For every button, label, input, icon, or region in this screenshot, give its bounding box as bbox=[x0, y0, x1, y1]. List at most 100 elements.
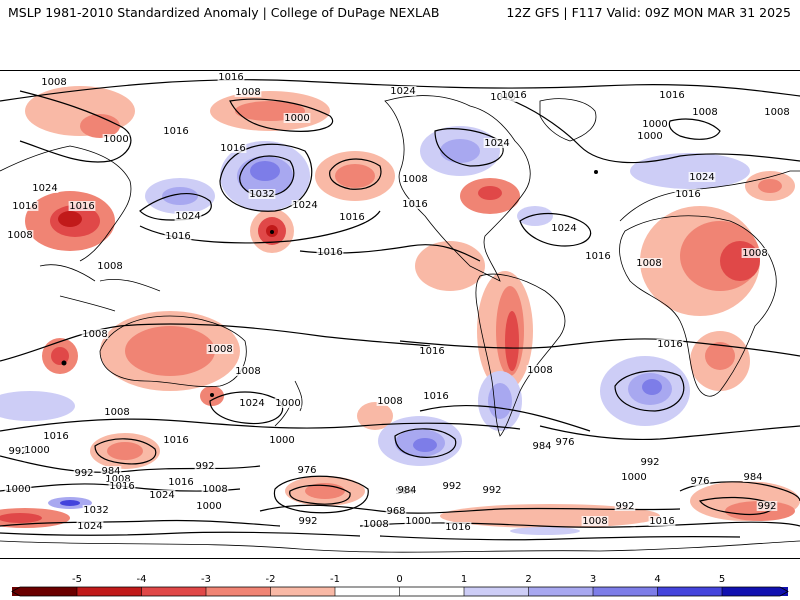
isobar-label-bg bbox=[42, 431, 70, 441]
isobar-label-bg bbox=[167, 477, 195, 487]
isobar-label-bg bbox=[362, 519, 390, 529]
isobar-label-bg bbox=[297, 516, 319, 526]
coastline-south-america bbox=[475, 273, 566, 437]
coastline-eurasia bbox=[0, 145, 800, 262]
isobar-label-bg bbox=[148, 490, 176, 500]
isobar-label: 1008 bbox=[764, 107, 789, 118]
isobar-label-bg bbox=[82, 505, 110, 515]
anomaly-region bbox=[510, 527, 580, 535]
isobar-label-bg bbox=[741, 248, 769, 258]
isobar-label: 976 bbox=[690, 476, 709, 487]
colorbar-tick-label: 0 bbox=[396, 574, 402, 585]
isobar-label: 1016 bbox=[585, 251, 610, 262]
isobar-label-bg bbox=[641, 119, 669, 129]
colorbar-swatch bbox=[335, 587, 400, 596]
colorbar-swatch bbox=[464, 587, 529, 596]
isobar-label-bg bbox=[441, 481, 463, 491]
anomaly-region bbox=[630, 153, 750, 189]
isobar-label-bg bbox=[4, 484, 32, 494]
isobar-label-bg bbox=[648, 516, 676, 526]
isobar-label: 984 bbox=[397, 485, 416, 496]
isobar-label-bg bbox=[238, 398, 266, 408]
isobar-label: 1008 bbox=[235, 87, 260, 98]
isobar-label-bg bbox=[389, 86, 417, 96]
isobar-label-bg bbox=[174, 211, 202, 221]
isobar-label-bg bbox=[550, 223, 578, 233]
isobar-label: 1000 bbox=[405, 516, 430, 527]
isobar-label-bg bbox=[234, 366, 262, 376]
isobar-label-bg bbox=[81, 329, 109, 339]
isobar-1016 bbox=[0, 519, 281, 527]
isobar-label: 976 bbox=[555, 437, 574, 448]
colorbar-swatch bbox=[270, 587, 335, 596]
isobar-label-bg bbox=[96, 261, 124, 271]
isobar-1016 bbox=[539, 425, 800, 441]
isobar-992 bbox=[698, 496, 774, 516]
isobar-label: 1008 bbox=[363, 519, 388, 530]
isobar-label: 1016 bbox=[659, 90, 684, 101]
isobar-label-bg bbox=[162, 435, 190, 445]
isobar-1016 bbox=[379, 535, 741, 541]
isobar-label: 1024 bbox=[175, 211, 200, 222]
colorbar-swatch bbox=[657, 587, 722, 596]
isobar-label-bg bbox=[742, 472, 764, 482]
isobar-label: 1016 bbox=[109, 481, 134, 492]
isobar-label: 1016 bbox=[423, 391, 448, 402]
isobar-label-bg bbox=[108, 481, 136, 491]
isobar-label-bg bbox=[217, 72, 245, 82]
anomaly-region bbox=[335, 164, 375, 188]
isobar-label-bg bbox=[316, 247, 344, 257]
isobar-label: 1008 bbox=[41, 77, 66, 88]
isobar-label-bg bbox=[164, 231, 192, 241]
isobar-label: 1000 bbox=[642, 119, 667, 130]
isobar-label: 1008 bbox=[235, 366, 260, 377]
isobar-1000 bbox=[394, 428, 457, 458]
isobar-label-bg bbox=[444, 522, 472, 532]
isobar-1008 bbox=[19, 90, 132, 163]
isobar-label-bg bbox=[500, 90, 528, 100]
isobar-label-bg bbox=[162, 126, 190, 136]
isobar-label: 1016 bbox=[165, 231, 190, 242]
anomaly-region bbox=[488, 383, 512, 419]
isobar-1024 bbox=[209, 391, 284, 425]
isobar-label: 1016 bbox=[43, 431, 68, 442]
isobar-label: 1016 bbox=[445, 522, 470, 533]
anomaly-region bbox=[413, 438, 437, 452]
isobar-label-bg bbox=[234, 87, 262, 97]
isobar-label-bg bbox=[194, 461, 216, 471]
isobar-label-bg bbox=[296, 465, 318, 475]
coastline-australia bbox=[99, 315, 247, 388]
isobar-label-bg bbox=[554, 437, 576, 447]
pressure-center-dot bbox=[61, 360, 67, 366]
anomaly-region bbox=[505, 311, 519, 371]
isobar-992 bbox=[0, 455, 261, 473]
isobar-label: 1032 bbox=[249, 189, 274, 200]
map-canvas: 1008 1016 1024 1016 1016 1008 1008 1000 1016 1000… bbox=[0, 72, 800, 553]
anomaly-region bbox=[357, 402, 393, 430]
colorbar-outline bbox=[11, 586, 789, 597]
isobar-976 bbox=[289, 484, 351, 505]
isobar-label: 1024 bbox=[390, 86, 415, 97]
isobar-label-bg bbox=[100, 466, 122, 476]
isobar-label: 1024 bbox=[239, 398, 264, 409]
isobar-label-bg bbox=[195, 501, 223, 511]
isobar-label: 1008 bbox=[104, 407, 129, 418]
isobar-1024 bbox=[219, 143, 313, 212]
isobar-1016 bbox=[399, 338, 800, 357]
anomaly-region bbox=[705, 342, 735, 370]
colorbar-tick-label: 3 bbox=[590, 574, 596, 585]
isobar-label-bg bbox=[635, 258, 663, 268]
isobar-1024 bbox=[0, 531, 361, 537]
isobar-label-bg bbox=[688, 172, 716, 182]
isobar-label: 1000 bbox=[637, 131, 662, 142]
colorbar-tick-label: 4 bbox=[654, 574, 660, 585]
colorbar: -5 -4 -3 -2 -1 0 1 2 3 4 5 bbox=[11, 574, 789, 597]
anomaly-region bbox=[720, 241, 760, 281]
colorbar-tick-label: -4 bbox=[137, 574, 147, 585]
anomaly-region bbox=[51, 347, 69, 365]
isobar-label-bg bbox=[76, 521, 104, 531]
isobar-label: 1000 bbox=[269, 435, 294, 446]
header-title: MSLP 1981-2010 Standardized Anomaly | Co… bbox=[8, 5, 440, 20]
isobar-label-bg bbox=[31, 183, 59, 193]
isobar-label: 1024 bbox=[149, 490, 174, 501]
